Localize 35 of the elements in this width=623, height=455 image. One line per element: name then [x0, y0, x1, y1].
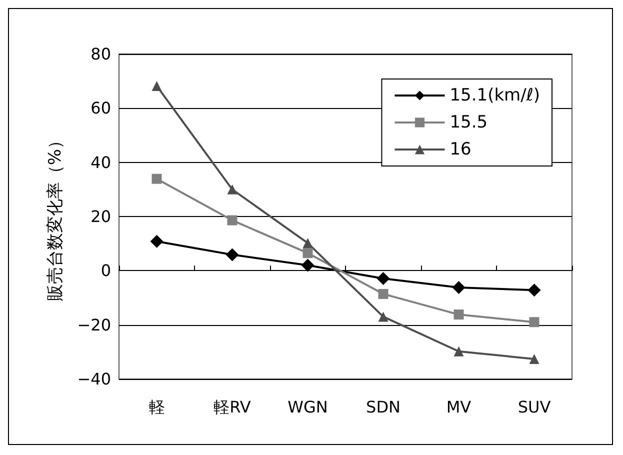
- point: [226, 248, 239, 262]
- legend-label: 16: [450, 140, 472, 160]
- point: [301, 258, 314, 272]
- point: [302, 238, 313, 248]
- x-tick-label: 軽RV: [214, 398, 251, 416]
- y-tick-label: 0: [100, 261, 111, 280]
- y-tick-label: 80: [90, 44, 111, 64]
- point: [227, 184, 238, 194]
- x-tick-label: WGN: [288, 398, 328, 416]
- point: [529, 354, 540, 364]
- point: [376, 272, 390, 286]
- point: [452, 280, 466, 294]
- point: [378, 312, 388, 322]
- point: [302, 248, 313, 258]
- x-tick-label: 軽: [148, 398, 165, 416]
- y-tick-label: −20: [77, 315, 111, 334]
- point: [528, 284, 541, 297]
- y-tick-label: 20: [90, 207, 111, 226]
- point: [152, 80, 162, 91]
- point: [152, 174, 162, 184]
- point: [529, 317, 540, 328]
- point: [150, 234, 164, 248]
- x-tick-label: MV: [446, 398, 472, 416]
- point: [227, 215, 238, 226]
- y-tick-label: 60: [90, 98, 111, 118]
- y-tick-label: 40: [90, 152, 111, 172]
- y-axis-title: 販売台数変化率（%）: [46, 132, 66, 302]
- x-tick-label: SDN: [366, 398, 400, 416]
- legend-label: 15.1(km/ℓ): [450, 86, 540, 106]
- point: [454, 310, 464, 320]
- point: [378, 288, 388, 299]
- point: [454, 346, 464, 356]
- y-tick-label: −40: [77, 370, 111, 388]
- x-tick-label: SUV: [518, 398, 551, 416]
- legend-label: 15.5: [450, 112, 488, 132]
